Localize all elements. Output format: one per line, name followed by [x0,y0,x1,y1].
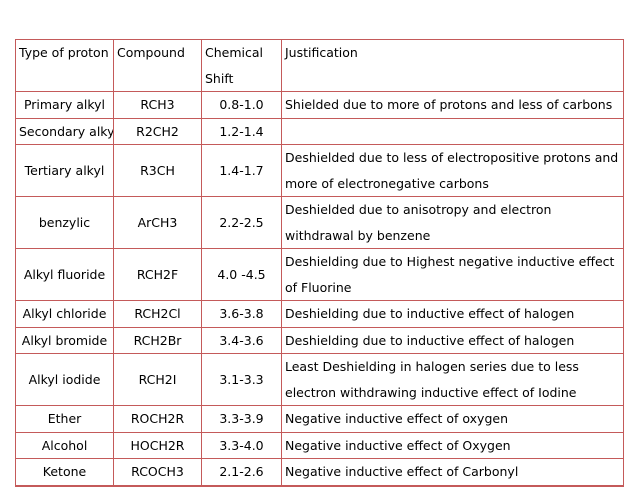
cell-chemical-shift: 4.0 -4.5 [201,248,282,301]
cell-compound: R2CH2 [113,117,202,145]
cell-compound: R3CH [113,144,202,197]
cell-justification: Negative inductive effect of Oxygen [281,431,624,459]
nmr-table-container: Type of proton Compound Chemical Shift J… [15,39,624,487]
cell-type-of-proton: Alkyl iodide [15,353,114,406]
cell-justification: Deshielding due to inductive effect of h… [281,300,624,328]
cell-justification: Deshielding due to Highest negative indu… [281,248,624,301]
cell-chemical-shift: 1.2-1.4 [201,117,282,145]
table-row: Ether ROCH2R 3.3-3.9 Negative inductive … [15,405,624,433]
cell-compound: RCH3 [113,91,202,119]
nmr-chemical-shift-table: Type of proton Compound Chemical Shift J… [15,39,624,487]
cell-compound: HOCH2R [113,431,202,459]
cell-type-of-proton: Alkyl fluoride [15,248,114,301]
cell-chemical-shift [201,484,282,487]
cell-compound: ArCH3 [113,196,202,249]
cell-compound [113,484,202,487]
cell-type-of-proton: Alkyl chloride [15,300,114,328]
cell-justification: Shielded due to more of protons and less… [281,91,624,119]
cell-chemical-shift: 3.3-4.0 [201,431,282,459]
table-row: Secondary alkyl R2CH2 1.2-1.4 [15,117,624,145]
cell-justification: Negative inductive effect of oxygen [281,405,624,433]
cell-type-of-proton: Alcohol [15,431,114,459]
cell-justification: Deshielded due to less of electropositiv… [281,144,624,197]
table-row: Tertiary alkyl R3CH 1.4-1.7 Deshielded d… [15,144,624,197]
cell-compound: RCH2Br [113,326,202,354]
table-row: benzylic ArCH3 2.2-2.5 Deshielded due to… [15,196,624,249]
table-row: Ketone RCOCH3 2.1-2.6 Negative inductive… [15,458,624,486]
cell-chemical-shift: 3.6-3.8 [201,300,282,328]
table-row: Alkyl chloride RCH2Cl 3.6-3.8 Deshieldin… [15,300,624,328]
cell-compound: RCH2I [113,353,202,406]
table-row: Alkyl bromide RCH2Br 3.4-3.6 Deshielding… [15,326,624,354]
cell-justification [281,484,624,487]
table-row: Alcohol HOCH2R 3.3-4.0 Negative inductiv… [15,431,624,459]
cell-justification: Negative inductive effect of Carbonyl [281,458,624,486]
cell-chemical-shift: 2.1-2.6 [201,458,282,486]
cell-type-of-proton: Secondary alkyl [15,117,114,145]
cell-type-of-proton: Ketone [15,458,114,486]
cell-compound: RCH2F [113,248,202,301]
table-row: Primary alkyl RCH3 0.8-1.0 Shielded due … [15,91,624,119]
header-type-of-proton: Type of proton [15,39,114,92]
header-chemical-shift-text: Chemical Shift [205,45,263,86]
cell-type-of-proton [15,484,114,487]
cell-type-of-proton: Primary alkyl [15,91,114,119]
cell-compound: ROCH2R [113,405,202,433]
table-row: Alkyl fluoride RCH2F 4.0 -4.5 Deshieldin… [15,248,624,301]
cell-chemical-shift: 3.4-3.6 [201,326,282,354]
cell-chemical-shift: 1.4-1.7 [201,144,282,197]
header-chemical-shift: Chemical Shift [201,39,282,92]
cell-chemical-shift: 2.2-2.5 [201,196,282,249]
cell-type-of-proton: Tertiary alkyl [15,144,114,197]
cell-type-of-proton: Alkyl bromide [15,326,114,354]
cell-chemical-shift: 0.8-1.0 [201,91,282,119]
cell-compound: RCH2Cl [113,300,202,328]
cell-justification: Deshielding due to inductive effect of h… [281,326,624,354]
cell-type-of-proton: Ether [15,405,114,433]
cell-chemical-shift: 3.3-3.9 [201,405,282,433]
cell-chemical-shift: 3.1-3.3 [201,353,282,406]
cell-justification: Least Deshielding in halogen series due … [281,353,624,406]
cell-type-of-proton: benzylic [15,196,114,249]
header-justification: Justification [281,39,624,92]
header-compound: Compound [113,39,202,92]
table-header-row: Type of proton Compound Chemical Shift J… [15,39,624,92]
cell-justification: Deshielded due to anisotropy and electro… [281,196,624,249]
cell-compound: RCOCH3 [113,458,202,486]
table-row [15,484,624,487]
table-row: Alkyl iodide RCH2I 3.1-3.3 Least Deshiel… [15,353,624,406]
cell-justification [281,117,624,145]
